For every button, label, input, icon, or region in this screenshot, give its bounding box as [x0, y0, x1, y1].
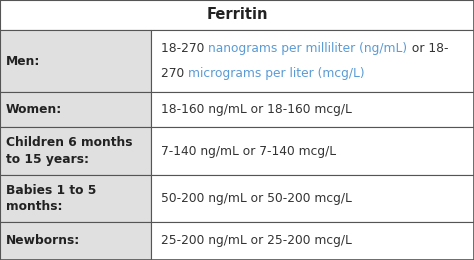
Text: 7-140 ng/mL or 7-140 mcg/L: 7-140 ng/mL or 7-140 mcg/L [161, 145, 336, 158]
Text: micrograms per liter (mcg/L): micrograms per liter (mcg/L) [188, 67, 365, 80]
Text: Women:: Women: [6, 103, 62, 116]
Bar [0, 127, 151, 175]
Bar [151, 30, 474, 92]
Text: Babies 1 to 5
months:: Babies 1 to 5 months: [6, 184, 96, 213]
Bar [0, 175, 151, 222]
Text: or 18-: or 18- [408, 42, 448, 55]
Text: 18-270: 18-270 [161, 42, 209, 55]
Bar [0, 30, 151, 92]
Bar [0, 222, 151, 260]
Bar [151, 175, 474, 222]
Text: 270: 270 [161, 67, 188, 80]
Bar [151, 222, 474, 260]
Text: 18-160 ng/mL or 18-160 mcg/L: 18-160 ng/mL or 18-160 mcg/L [161, 103, 352, 116]
Bar [151, 127, 474, 175]
Bar [151, 92, 474, 127]
Text: Children 6 months
to 15 years:: Children 6 months to 15 years: [6, 136, 132, 166]
Bar [0, 0, 474, 30]
Text: Newborns:: Newborns: [6, 235, 80, 248]
Text: Men:: Men: [6, 55, 40, 68]
Text: Ferritin: Ferritin [206, 8, 268, 22]
Bar [0, 92, 151, 127]
Text: 50-200 ng/mL or 50-200 mcg/L: 50-200 ng/mL or 50-200 mcg/L [161, 192, 352, 205]
Text: nanograms per milliliter (ng/mL): nanograms per milliliter (ng/mL) [209, 42, 408, 55]
Text: 25-200 ng/mL or 25-200 mcg/L: 25-200 ng/mL or 25-200 mcg/L [161, 235, 352, 248]
